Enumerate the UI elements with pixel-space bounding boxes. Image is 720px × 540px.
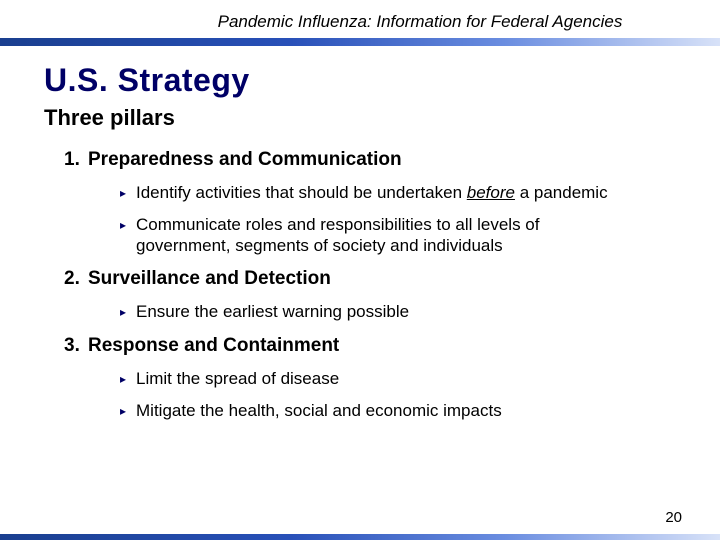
pillar-2: 2. Surveillance and Detection ▸ Ensure t… bbox=[44, 268, 676, 322]
pillar-3: 3. Response and Containment ▸ Limit the … bbox=[44, 335, 676, 422]
bullet-text: Ensure the earliest warning possible bbox=[136, 302, 409, 322]
pillar-heading: 3. Response and Containment bbox=[64, 335, 676, 357]
bullet-text: Communicate roles and responsibilities t… bbox=[136, 215, 636, 256]
pillar-title: Surveillance and Detection bbox=[88, 268, 331, 290]
bullet-item: ▸ Identify activities that should be und… bbox=[120, 183, 636, 203]
pillar-heading: 1. Preparedness and Communication bbox=[64, 149, 676, 171]
bullet-text: Mitigate the health, social and economic… bbox=[136, 401, 502, 421]
bottom-divider-bar bbox=[0, 534, 720, 540]
bullet-text: Limit the spread of disease bbox=[136, 369, 339, 389]
page-number: 20 bbox=[665, 509, 682, 526]
header-subtitle: Pandemic Influenza: Information for Fede… bbox=[0, 0, 720, 38]
pillar-title: Preparedness and Communication bbox=[88, 149, 402, 171]
bullet-item: ▸ Limit the spread of disease bbox=[120, 369, 636, 389]
bullet-item: ▸ Communicate roles and responsibilities… bbox=[120, 215, 636, 256]
arrow-icon: ▸ bbox=[120, 401, 136, 421]
top-divider-bar bbox=[0, 38, 720, 46]
content-area: U.S. Strategy Three pillars 1. Preparedn… bbox=[0, 46, 720, 421]
pillar-1: 1. Preparedness and Communication ▸ Iden… bbox=[44, 149, 676, 256]
pillar-title: Response and Containment bbox=[88, 335, 339, 357]
arrow-icon: ▸ bbox=[120, 215, 136, 235]
arrow-icon: ▸ bbox=[120, 369, 136, 389]
bullet-text: Identify activities that should be under… bbox=[136, 183, 608, 203]
pillar-number: 1. bbox=[64, 149, 88, 171]
pillar-heading: 2. Surveillance and Detection bbox=[64, 268, 676, 290]
bullet-item: ▸ Ensure the earliest warning possible bbox=[120, 302, 636, 322]
pillar-number: 3. bbox=[64, 335, 88, 357]
slide-title: U.S. Strategy bbox=[44, 62, 676, 99]
bullet-item: ▸ Mitigate the health, social and econom… bbox=[120, 401, 636, 421]
slide-subtitle: Three pillars bbox=[44, 105, 676, 131]
arrow-icon: ▸ bbox=[120, 302, 136, 322]
arrow-icon: ▸ bbox=[120, 183, 136, 203]
pillar-number: 2. bbox=[64, 268, 88, 290]
